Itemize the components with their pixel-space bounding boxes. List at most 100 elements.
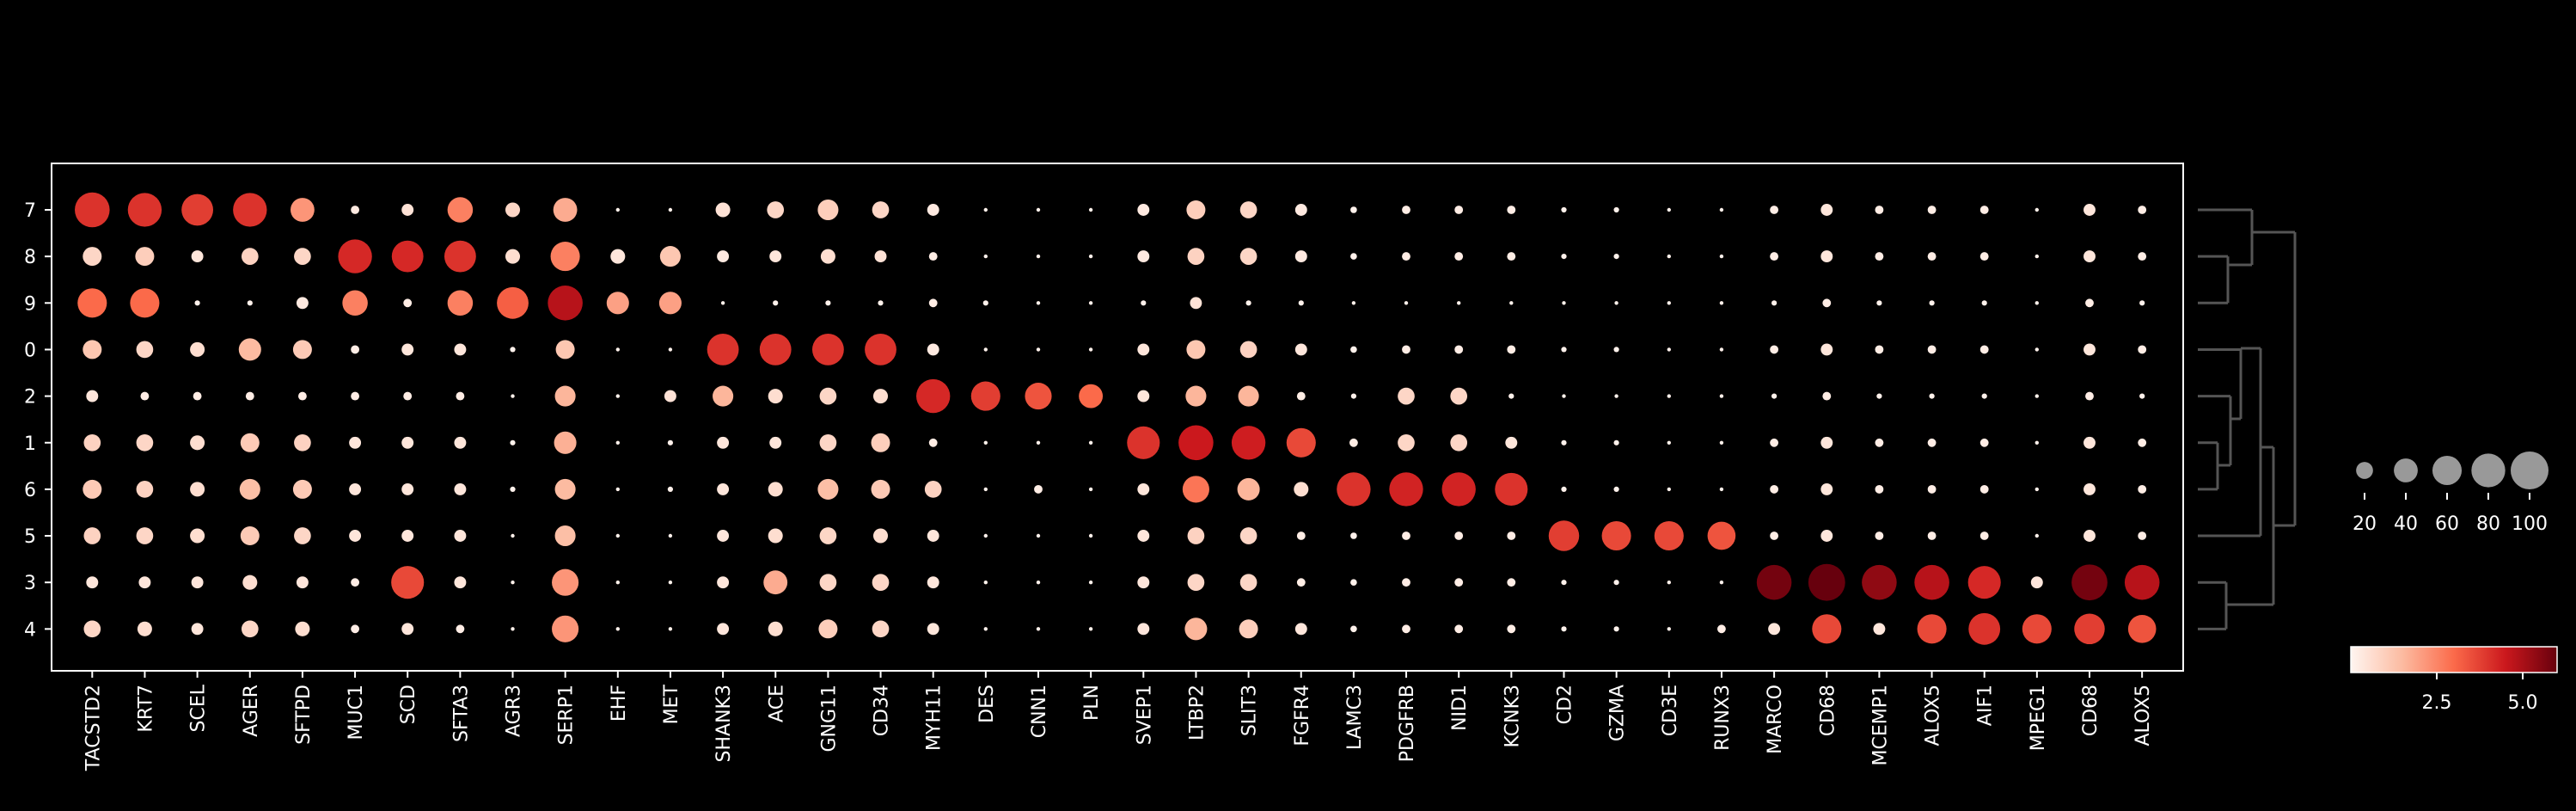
dot-9-pdgfrb [1404,301,1409,305]
dot-7-ager [233,193,267,227]
dot-0-alox5 [1927,345,1937,354]
dot-8-alox5 [2138,252,2147,261]
dot-8-runx3 [1719,254,1724,259]
dot-3-ltbp2 [1187,574,1205,592]
dot-4-gzma [1613,626,1619,632]
dot-2-tacstd2 [86,390,99,402]
dot-5-des [983,533,988,538]
dot-9-svep1 [1141,300,1147,306]
dot-0-scel [190,341,205,357]
dot-1-marco [1770,438,1779,447]
dot-5-scel [190,528,205,544]
dot-4-alox5 [2127,614,2157,643]
dot-9-ager [247,300,253,306]
dot-3-cnn1 [1036,581,1041,585]
gene-label: LAMC3 [1344,685,1366,750]
dot-7-cd68 [2083,204,2096,216]
dot-3-agr3 [511,581,515,585]
dot-5-gng11 [819,527,837,544]
dot-2-slit3 [1238,385,1259,407]
dot-6-aif1 [1979,484,1989,494]
dot-7-fgfr4 [1294,204,1307,216]
dot-3-sftpd [296,576,309,589]
dot-5-serp1 [554,525,576,547]
dot-4-sftpd [295,621,310,636]
gene-label: SVEP1 [1134,685,1155,745]
dot-9-alox5 [2139,300,2145,306]
dot-3-cd3e [1667,581,1672,585]
dot-5-shank3 [717,530,730,542]
dot-6-marco [1770,484,1779,494]
dot-4-mcemp1 [1873,623,1886,636]
dot-5-slit3 [1239,527,1257,544]
dot-8-cd3e [1667,254,1672,259]
dot-3-des [983,581,988,585]
dot-7-serp1 [553,198,578,222]
dot-2-ltbp2 [1185,385,1207,407]
dot-6-ehf [615,487,620,492]
dot-7-slit3 [1239,201,1257,218]
dot-6-agr3 [510,486,516,493]
dot-2-scel [193,391,202,401]
gene-label: AGER [241,685,262,737]
dot-7-gzma [1613,206,1619,213]
gene-label: SFTPD [293,685,315,745]
gene-label: SHANK3 [713,685,735,762]
dot-8-shank3 [717,250,730,263]
cluster-label: 3 [24,573,36,594]
dot-0-cd2 [1561,347,1567,353]
plot-frame [51,163,2184,672]
gene-label: CD3E [1660,685,1681,736]
gene-label: MYH11 [924,685,945,751]
dot-0-sftpd [292,340,312,359]
dot-4-cd3e [1667,627,1672,631]
dot-4-ltbp2 [1184,617,1208,641]
gene-label: KRT7 [135,685,156,733]
dot-4-des [983,627,988,631]
size-legend-label: 100 [2512,513,2548,535]
dot-7-sfta3 [447,197,474,223]
dot-3-pln [1088,581,1093,585]
dot-2-agr3 [511,394,515,398]
dot-1-ehf [615,440,620,445]
gene-label: PLN [1081,685,1103,721]
dot-8-cd34 [874,250,887,263]
dot-9-cd2 [1562,301,1566,305]
dot-7-cd3e [1667,207,1672,212]
colorbar [2350,646,2558,673]
dot-2-pln [1079,384,1104,409]
dot-2-lamc3 [1350,393,1357,399]
dot-7-sftpd [290,198,315,222]
dot-9-myh11 [928,298,938,308]
dot-2-cd68 [2085,391,2094,401]
dot-7-shank3 [715,202,731,218]
dot-7-runx3 [1719,207,1724,212]
dot-2-ace [768,389,783,404]
gene-label: CD34 [872,685,893,736]
dot-3-marco [1756,564,1792,600]
dot-1-alox5 [2138,438,2147,447]
dot-2-cd68 [1822,391,1832,401]
dot-5-cd3e [1654,520,1684,551]
dot-8-sfta3 [444,240,476,273]
dot-3-runx3 [1719,581,1724,585]
dot-6-krt7 [136,481,154,498]
dot-0-myh11 [927,343,939,356]
size-legend-dot [2432,455,2463,486]
dot-0-shank3 [707,333,739,366]
dot-9-gng11 [825,300,831,306]
dot-1-met [667,439,674,445]
dot-6-sftpd [292,479,312,499]
dot-6-pln [1088,487,1093,492]
dot-8-scel [191,250,204,263]
dot-5-nid1 [1454,531,1464,540]
dot-9-alox5 [1929,300,1935,306]
dot-6-serp1 [554,478,576,500]
dot-4-pln [1088,627,1093,631]
gene-label: PDGFRB [1397,685,1418,762]
dot-6-tacstd2 [83,479,102,499]
gene-label: CD68 [1817,685,1839,736]
dot-1-pdgfrb [1398,433,1415,452]
